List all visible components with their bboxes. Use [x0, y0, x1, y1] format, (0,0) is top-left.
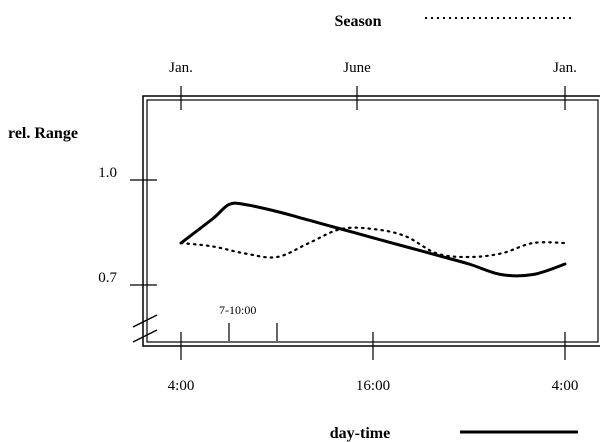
top-tick-label: Jan. [169, 60, 193, 76]
annotation-7-10: 7-10:00 [219, 303, 256, 317]
plot-frame-inner [146, 99, 599, 343]
y-tick-label: 0.7 [98, 270, 117, 286]
x-axis-label: day-time [330, 425, 390, 442]
y-axis-label: rel. Range [8, 125, 78, 142]
axis-break-mark-upper [132, 314, 158, 328]
series-layer [179, 201, 567, 278]
axis-break-mark-lower [132, 329, 158, 343]
top-tick-label: June [343, 60, 371, 76]
bottom-tick-label: 16:00 [356, 378, 390, 394]
series-daytime-line [179, 201, 567, 278]
series-season-line [179, 226, 567, 259]
bottom-tick-label: 4:00 [168, 378, 195, 394]
y-axis-ticks: 1.0 0.7 [98, 165, 157, 286]
annotation-ticks [228, 323, 278, 341]
top-axis-ticks: Jan. June Jan. [169, 60, 577, 110]
y-tick-label: 1.0 [98, 165, 117, 181]
bottom-axis-ticks: 4:00 16:00 4:00 [168, 332, 579, 394]
top-tick-label: Jan. [553, 60, 577, 76]
top-axis-label: Season [334, 13, 381, 30]
bottom-tick-label: 4:00 [552, 378, 579, 394]
